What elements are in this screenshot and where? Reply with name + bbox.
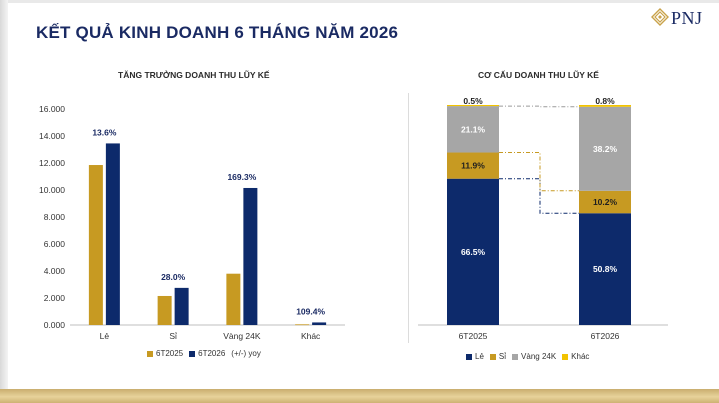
- connector-si: [499, 152, 579, 192]
- legend-label-khac: Khác: [571, 352, 590, 361]
- legend-swatch-6t2025: [147, 350, 153, 357]
- bar-si-6t2026: [174, 287, 189, 325]
- segment-6t2025-khac: [447, 105, 499, 107]
- stack-x-tick-label-6t2026: 6T2026: [591, 331, 620, 341]
- stack-x-tick-label-6t2025: 6T2025: [459, 331, 488, 341]
- legend-swatch-khac: [562, 353, 569, 360]
- segment-6t2026-vang-24k: [579, 106, 631, 191]
- segment-label-6t2026-khac: 0.8%: [595, 96, 615, 106]
- segment-6t2026-si: [579, 190, 631, 214]
- logo-text: PNJ: [671, 8, 703, 28]
- connector-le: [499, 178, 579, 214]
- x-tick-label-le: Lẻ: [100, 331, 110, 341]
- connector-vang-24k: [499, 105, 579, 108]
- legend-item-6t2026: 6T2026: [189, 349, 225, 358]
- segment-6t2025-vang-24k: [447, 106, 499, 153]
- x-tick-label-vang-24k: Vàng 24K: [223, 331, 261, 341]
- legend-item-yoy: (+/-) yoy: [231, 349, 261, 358]
- y-tick-label-7: 14.000: [39, 131, 65, 141]
- legend-swatch-vang-24k: [512, 353, 519, 360]
- segment-6t2026-le: [579, 213, 631, 325]
- segment-label-6t2026-si: 10.2%: [593, 197, 618, 207]
- legend-item-le: Lẻ: [466, 352, 484, 361]
- legend-label-vang-24k: Vàng 24K: [521, 352, 557, 361]
- right-chart-legend: Lẻ Sỉ Vàng 24K Khác: [466, 352, 595, 361]
- legend-label-yoy: (+/-) yoy: [231, 349, 261, 358]
- legend-label-si: Sỉ: [498, 352, 507, 361]
- y-tick-label-6: 12.000: [39, 158, 65, 168]
- y-tick-label-1: 2.000: [44, 293, 66, 303]
- x-tick-label-khac: Khác: [301, 331, 321, 341]
- x-tick-label-si: Sỉ: [169, 331, 177, 341]
- y-tick-label-3: 6.000: [44, 239, 66, 249]
- legend-item-6t2025: 6T2025: [147, 349, 183, 358]
- segment-6t2025-si: [447, 152, 499, 179]
- legend-label-le: Lẻ: [475, 352, 484, 361]
- legend-swatch-6t2026: [189, 350, 196, 357]
- y-tick-label-4: 8.000: [44, 212, 66, 222]
- frame-top-edge: [0, 0, 719, 3]
- right-chart-title: CƠ CẤU DOANH THU LŨY KẾ: [478, 70, 599, 80]
- segment-6t2026-khac: [579, 105, 631, 107]
- segment-label-6t2026-le: 50.8%: [593, 264, 618, 274]
- pnj-logo-icon: [651, 8, 669, 26]
- yoy-label-le: 13.6%: [92, 127, 117, 137]
- left-chart-legend: 6T2025 6T2026 (+/-) yoy: [147, 349, 267, 358]
- bar-si-6t2025: [157, 295, 172, 325]
- bar-vang-24k-6t2025: [226, 273, 241, 325]
- bottom-gold-band: [0, 389, 719, 403]
- y-tick-label-0: 0.000: [44, 320, 66, 330]
- segment-label-6t2025-le: 66.5%: [461, 247, 486, 257]
- legend-label-6t2025: 6T2025: [156, 349, 184, 358]
- legend-label-6t2026: 6T2026: [198, 349, 226, 358]
- page-title: KẾT QUẢ KINH DOANH 6 THÁNG NĂM 2026: [36, 23, 399, 42]
- segment-label-6t2025-khac: 0.5%: [463, 96, 483, 106]
- bar-le-6t2025: [88, 165, 103, 325]
- legend-item-khac: Khác: [562, 352, 589, 361]
- panel-divider: [408, 93, 409, 343]
- y-tick-label-5: 10.000: [39, 185, 65, 195]
- bar-le-6t2026: [105, 143, 120, 325]
- legend-item-vang-24k: Vàng 24K: [512, 352, 556, 361]
- bar-khac-6t2025: [295, 324, 310, 326]
- yoy-label-khac: 109.4%: [296, 306, 325, 316]
- segment-label-6t2025-si: 11.9%: [461, 161, 485, 171]
- frame-left-edge: [0, 0, 8, 403]
- segment-label-6t2026-vang-24k: 38.2%: [593, 144, 618, 154]
- y-tick-label-2: 4.000: [44, 266, 66, 276]
- legend-swatch-si: [489, 353, 496, 360]
- pnj-logo: PNJ: [650, 7, 712, 31]
- y-tick-label-8: 16.000: [39, 104, 65, 114]
- yoy-label-vang-24k: 169.3%: [227, 172, 256, 182]
- bar-khac-6t2026: [312, 322, 327, 325]
- yoy-label-si: 28.0%: [161, 272, 186, 282]
- segment-6t2025-le: [447, 178, 499, 325]
- bar-vang-24k-6t2026: [243, 187, 258, 325]
- left-chart-title: TĂNG TRƯỞNG DOANH THU LŨY KẾ: [118, 70, 270, 80]
- legend-swatch-le: [466, 353, 472, 360]
- segment-label-6t2025-vang-24k: 21.1%: [461, 124, 486, 134]
- legend-item-si: Sỉ: [489, 352, 507, 361]
